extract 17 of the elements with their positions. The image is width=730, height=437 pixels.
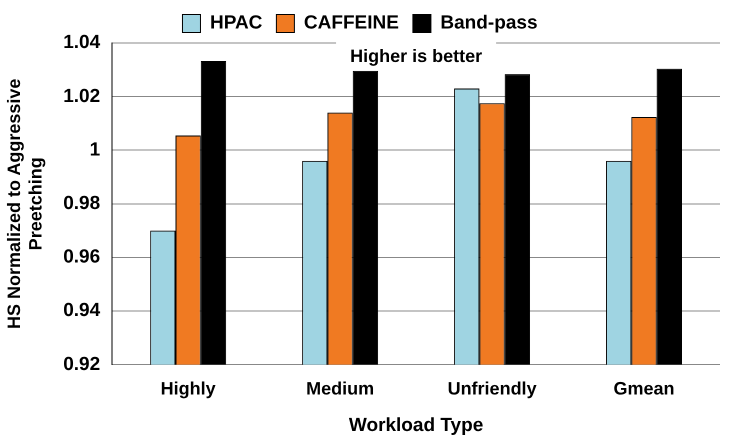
annotation: Higher is better <box>350 46 482 66</box>
y-tick-label: 1.02 <box>63 86 100 107</box>
legend-label: HPAC <box>210 12 263 34</box>
x-tick-label: Gmean <box>614 378 675 398</box>
y-tick-label: 0.94 <box>63 300 101 322</box>
y-tick-label: 0.98 <box>63 193 100 214</box>
x-tick-label: Unfriendly <box>448 378 537 398</box>
legend-label: Band-pass <box>440 12 538 34</box>
y-tick-label: 1 <box>90 139 101 160</box>
x-axis-title: Workload Type <box>348 414 484 436</box>
y-axis-title: HS Normalized to Aggressive Preetching <box>4 78 46 330</box>
legend-label: CAFFEINE <box>304 12 399 34</box>
y-tick-label: 1.04 <box>63 32 101 54</box>
y-tick-label: 0.96 <box>63 246 100 268</box>
x-tick-label: Medium <box>306 378 374 398</box>
y-tick-label: 0.92 <box>63 354 100 375</box>
x-tick-label: Highly <box>160 378 216 398</box>
